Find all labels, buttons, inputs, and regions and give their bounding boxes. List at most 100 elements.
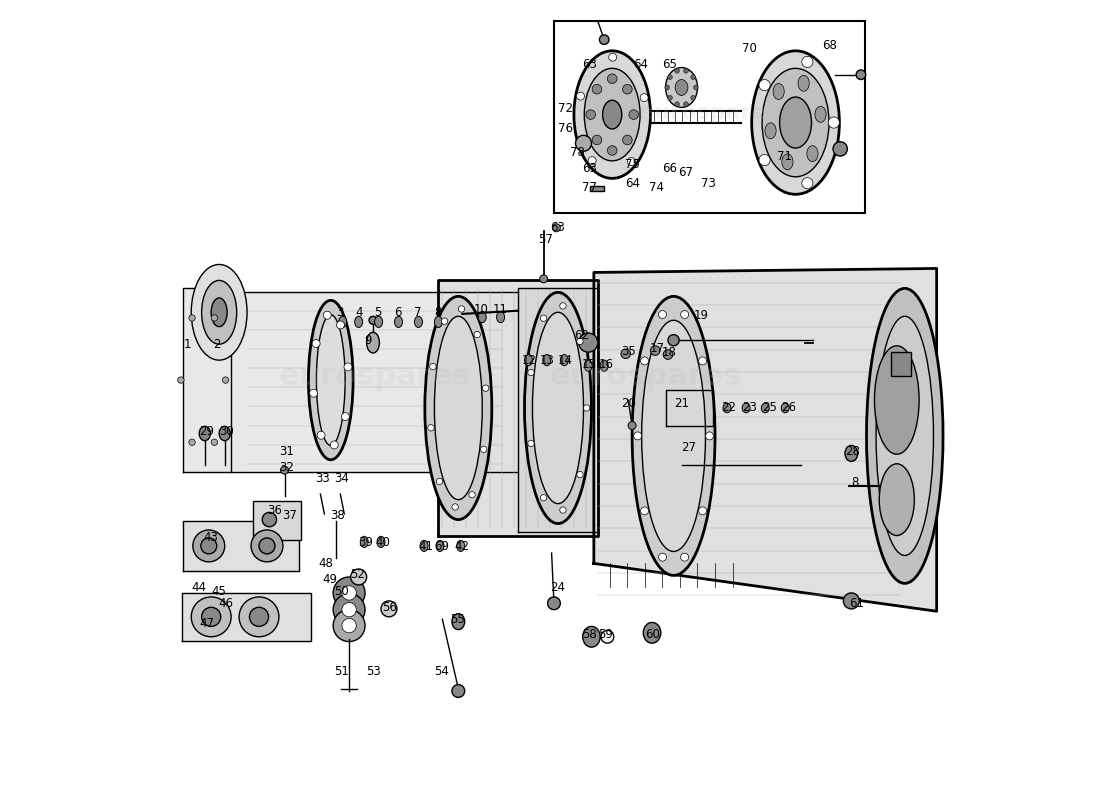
Ellipse shape	[211, 314, 218, 321]
Ellipse shape	[629, 110, 638, 119]
Ellipse shape	[201, 538, 217, 554]
Polygon shape	[231, 292, 518, 472]
Ellipse shape	[575, 135, 592, 151]
Ellipse shape	[879, 464, 914, 535]
Ellipse shape	[342, 618, 356, 633]
Bar	[891, 352, 911, 376]
Ellipse shape	[761, 403, 769, 413]
Text: 26: 26	[781, 401, 796, 414]
Text: 30: 30	[219, 425, 233, 438]
Text: 47: 47	[199, 617, 213, 630]
Ellipse shape	[262, 513, 276, 526]
Polygon shape	[439, 281, 597, 535]
Ellipse shape	[434, 316, 482, 500]
Text: 64: 64	[634, 58, 648, 71]
Polygon shape	[184, 521, 299, 571]
Ellipse shape	[381, 601, 397, 617]
Ellipse shape	[663, 350, 673, 359]
Ellipse shape	[211, 298, 227, 326]
Ellipse shape	[802, 178, 813, 189]
Text: 52: 52	[351, 568, 365, 581]
Ellipse shape	[250, 607, 268, 626]
Text: 13: 13	[540, 354, 556, 366]
Text: 50: 50	[334, 585, 350, 598]
Ellipse shape	[368, 316, 377, 324]
Ellipse shape	[640, 507, 649, 515]
Text: 37: 37	[283, 509, 297, 522]
Ellipse shape	[780, 97, 812, 148]
Ellipse shape	[339, 316, 346, 327]
Ellipse shape	[211, 439, 218, 446]
Ellipse shape	[844, 593, 859, 609]
Text: 35: 35	[621, 345, 636, 358]
Text: 21: 21	[674, 398, 689, 410]
Ellipse shape	[705, 432, 714, 440]
Text: 46: 46	[219, 597, 234, 610]
Ellipse shape	[540, 315, 547, 322]
Ellipse shape	[845, 446, 858, 462]
Text: 68: 68	[823, 38, 837, 52]
Ellipse shape	[674, 102, 680, 106]
Ellipse shape	[668, 74, 672, 79]
Ellipse shape	[452, 685, 464, 698]
Text: 3: 3	[337, 306, 344, 319]
Ellipse shape	[601, 360, 608, 371]
Ellipse shape	[308, 300, 353, 460]
Text: 74: 74	[649, 182, 664, 194]
Ellipse shape	[807, 146, 818, 162]
Text: 7: 7	[414, 306, 421, 319]
Ellipse shape	[693, 85, 698, 90]
Ellipse shape	[782, 154, 793, 170]
Text: 75: 75	[626, 158, 640, 171]
Ellipse shape	[641, 320, 705, 551]
Ellipse shape	[540, 275, 548, 283]
Ellipse shape	[683, 69, 689, 74]
Text: 2: 2	[213, 338, 220, 350]
Ellipse shape	[481, 446, 487, 453]
Ellipse shape	[799, 75, 810, 91]
Ellipse shape	[178, 377, 184, 383]
Ellipse shape	[377, 536, 385, 547]
Ellipse shape	[333, 577, 365, 609]
Ellipse shape	[640, 94, 648, 102]
Ellipse shape	[219, 426, 230, 441]
Ellipse shape	[723, 403, 732, 413]
Text: 36: 36	[266, 504, 282, 518]
Ellipse shape	[540, 494, 547, 501]
Polygon shape	[184, 288, 231, 472]
Text: 15: 15	[582, 358, 596, 370]
Ellipse shape	[664, 85, 670, 90]
Ellipse shape	[650, 346, 660, 355]
Ellipse shape	[191, 265, 248, 360]
Ellipse shape	[683, 102, 689, 106]
Text: 41: 41	[418, 540, 433, 553]
Text: 27: 27	[681, 441, 696, 454]
Ellipse shape	[675, 79, 688, 95]
Ellipse shape	[874, 346, 920, 454]
Ellipse shape	[542, 354, 551, 366]
Ellipse shape	[342, 586, 356, 600]
Ellipse shape	[762, 68, 829, 177]
Ellipse shape	[525, 354, 532, 366]
Ellipse shape	[430, 363, 436, 370]
Ellipse shape	[681, 554, 689, 561]
Ellipse shape	[698, 357, 706, 365]
Ellipse shape	[691, 95, 695, 100]
Text: eurospares: eurospares	[549, 362, 741, 390]
Ellipse shape	[478, 311, 486, 322]
Ellipse shape	[560, 354, 569, 366]
Ellipse shape	[191, 597, 231, 637]
Bar	[253, 502, 301, 539]
Text: 63: 63	[550, 222, 564, 234]
Ellipse shape	[644, 622, 661, 643]
Text: 25: 25	[762, 401, 777, 414]
Text: 51: 51	[334, 665, 350, 678]
Text: 73: 73	[701, 178, 716, 190]
Ellipse shape	[574, 51, 650, 178]
Text: 12: 12	[521, 354, 537, 366]
Ellipse shape	[548, 597, 560, 610]
Ellipse shape	[576, 338, 583, 345]
Text: 10: 10	[473, 302, 488, 316]
Ellipse shape	[496, 311, 505, 322]
Ellipse shape	[337, 321, 344, 329]
